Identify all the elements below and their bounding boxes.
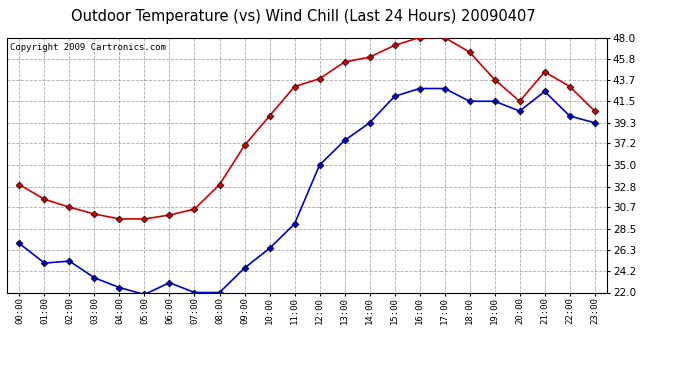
Text: Outdoor Temperature (vs) Wind Chill (Last 24 Hours) 20090407: Outdoor Temperature (vs) Wind Chill (Las…	[71, 9, 536, 24]
Text: Copyright 2009 Cartronics.com: Copyright 2009 Cartronics.com	[10, 43, 166, 52]
